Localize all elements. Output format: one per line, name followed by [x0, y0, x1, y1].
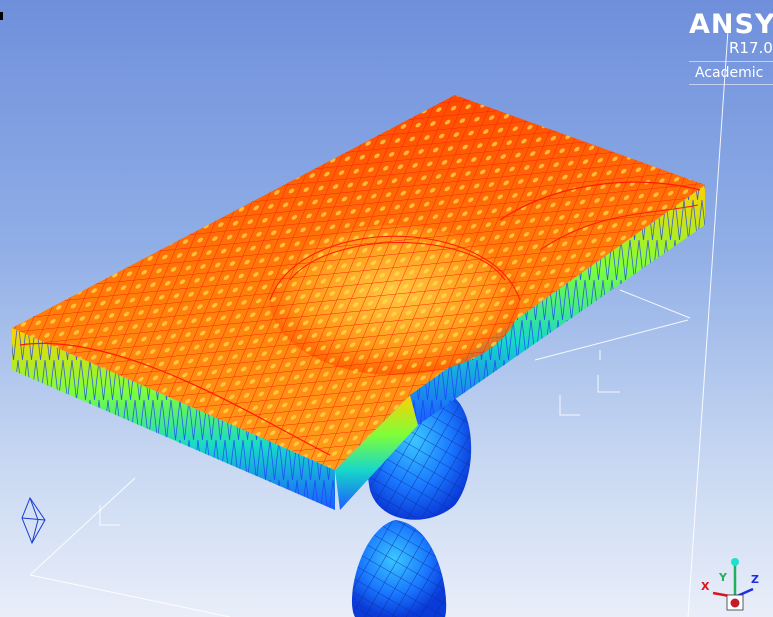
- triad-center-icon: [730, 598, 740, 608]
- logo-brand: ANSYS: [689, 9, 773, 40]
- liquid-sheet-surface: [12, 95, 705, 470]
- droplet-fragment: [21, 496, 46, 545]
- logo-license: Academic: [689, 61, 773, 85]
- sheet-edge-front: [12, 185, 705, 510]
- corner-mark: [0, 12, 3, 20]
- axis-triad[interactable]: X Y Z: [693, 553, 763, 615]
- domain-staircase: [99, 375, 620, 526]
- domain-wireframe: [29, 29, 729, 617]
- z-label: Z: [751, 573, 759, 586]
- y-axis-tip-icon: [731, 558, 739, 566]
- logo-version: R17.0: [729, 39, 773, 57]
- y-label: Y: [718, 571, 728, 584]
- falling-droplet-lower: [351, 520, 447, 617]
- x-label: X: [701, 580, 710, 593]
- ansys-logo: ANSYS R17.0 Academic: [689, 10, 773, 85]
